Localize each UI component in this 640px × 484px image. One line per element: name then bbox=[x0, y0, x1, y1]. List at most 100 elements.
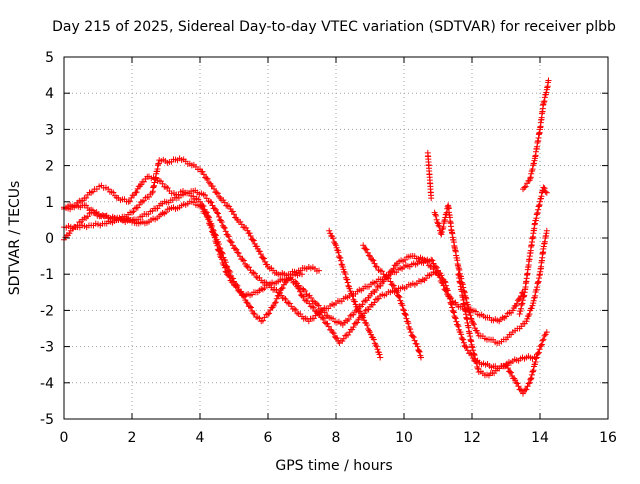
data-marker bbox=[528, 371, 535, 378]
data-point bbox=[414, 343, 421, 350]
data-point bbox=[418, 354, 424, 361]
data-marker bbox=[405, 320, 412, 327]
data-marker bbox=[505, 365, 512, 372]
data-series-4 bbox=[61, 187, 540, 372]
data-marker bbox=[282, 296, 289, 303]
data-point bbox=[526, 379, 533, 386]
data-marker bbox=[396, 294, 403, 301]
data-point bbox=[435, 267, 441, 274]
data-marker bbox=[526, 311, 533, 318]
data-marker bbox=[376, 351, 383, 358]
data-marker bbox=[508, 369, 515, 376]
data-marker bbox=[532, 359, 539, 366]
data-marker bbox=[335, 249, 342, 256]
data-marker bbox=[302, 287, 309, 294]
data-marker bbox=[411, 337, 418, 344]
y-tick-label: 1 bbox=[45, 195, 54, 211]
data-point bbox=[129, 209, 135, 216]
data-marker bbox=[279, 285, 286, 292]
data-marker bbox=[207, 222, 214, 229]
data-marker bbox=[246, 303, 253, 310]
data-marker bbox=[357, 310, 364, 317]
data-marker bbox=[250, 310, 257, 317]
y-tick-label: -5 bbox=[40, 412, 54, 428]
data-marker bbox=[469, 320, 476, 327]
data-marker bbox=[513, 300, 520, 307]
data-marker bbox=[393, 288, 400, 295]
data-series-7 bbox=[360, 242, 424, 361]
data-point bbox=[278, 285, 285, 292]
data-marker bbox=[214, 242, 221, 249]
data-marker bbox=[250, 237, 257, 244]
data-marker bbox=[536, 346, 543, 353]
data-marker bbox=[446, 295, 453, 302]
data-marker bbox=[222, 228, 229, 235]
data-series-6 bbox=[326, 227, 384, 361]
data-marker bbox=[467, 312, 474, 319]
data-marker bbox=[225, 233, 232, 240]
data-marker bbox=[136, 183, 143, 190]
data-marker bbox=[215, 213, 222, 220]
data-marker bbox=[399, 302, 406, 309]
data-series-11 bbox=[516, 184, 550, 318]
data-point bbox=[543, 189, 550, 196]
data-marker bbox=[233, 246, 240, 253]
data-marker bbox=[216, 193, 223, 200]
data-marker bbox=[527, 375, 534, 382]
data-marker bbox=[300, 293, 307, 300]
data-series-10 bbox=[455, 271, 550, 397]
data-marker bbox=[226, 203, 233, 210]
y-tick-label: 4 bbox=[45, 86, 54, 102]
data-marker bbox=[349, 326, 356, 333]
data-marker bbox=[202, 210, 209, 217]
data-marker bbox=[214, 210, 221, 217]
data-marker bbox=[229, 242, 236, 249]
data-marker bbox=[538, 341, 545, 348]
data-marker bbox=[528, 375, 535, 382]
data-marker bbox=[316, 311, 323, 318]
data-marker bbox=[369, 256, 376, 263]
data-marker bbox=[128, 194, 135, 201]
data-marker bbox=[340, 335, 347, 342]
data-point bbox=[360, 242, 367, 249]
data-marker bbox=[338, 261, 345, 268]
y-tick-label: -2 bbox=[40, 303, 54, 319]
data-point bbox=[367, 329, 373, 336]
data-marker bbox=[205, 179, 212, 186]
data-marker bbox=[235, 287, 242, 294]
data-marker bbox=[350, 311, 357, 318]
data-marker bbox=[345, 282, 352, 289]
data-marker bbox=[530, 367, 537, 374]
data-point bbox=[210, 231, 217, 238]
data-marker bbox=[433, 264, 440, 271]
data-marker bbox=[460, 339, 467, 346]
data-marker bbox=[442, 279, 449, 286]
data-marker bbox=[320, 315, 327, 322]
data-marker bbox=[541, 185, 548, 192]
x-tick-label: 0 bbox=[60, 430, 69, 446]
data-marker bbox=[84, 213, 91, 220]
data-marker bbox=[235, 250, 242, 257]
data-marker bbox=[403, 315, 410, 322]
data-marker bbox=[306, 300, 313, 307]
data-marker bbox=[371, 299, 378, 306]
data-marker bbox=[330, 235, 337, 242]
data-marker bbox=[450, 308, 457, 315]
data-marker bbox=[430, 260, 437, 267]
data-marker bbox=[213, 240, 220, 247]
y-tick-label: -3 bbox=[40, 340, 54, 356]
data-marker bbox=[272, 299, 279, 306]
data-marker bbox=[455, 323, 462, 330]
data-marker bbox=[296, 285, 303, 292]
data-marker bbox=[524, 383, 531, 390]
data-point bbox=[326, 227, 333, 234]
data-series-2 bbox=[61, 155, 322, 279]
data-marker bbox=[256, 248, 263, 255]
y-tick-label: 5 bbox=[45, 50, 54, 66]
data-marker bbox=[359, 313, 366, 320]
x-tick-label: 6 bbox=[264, 430, 273, 446]
data-marker bbox=[221, 264, 228, 271]
data-point bbox=[203, 213, 210, 220]
data-marker bbox=[131, 205, 138, 212]
